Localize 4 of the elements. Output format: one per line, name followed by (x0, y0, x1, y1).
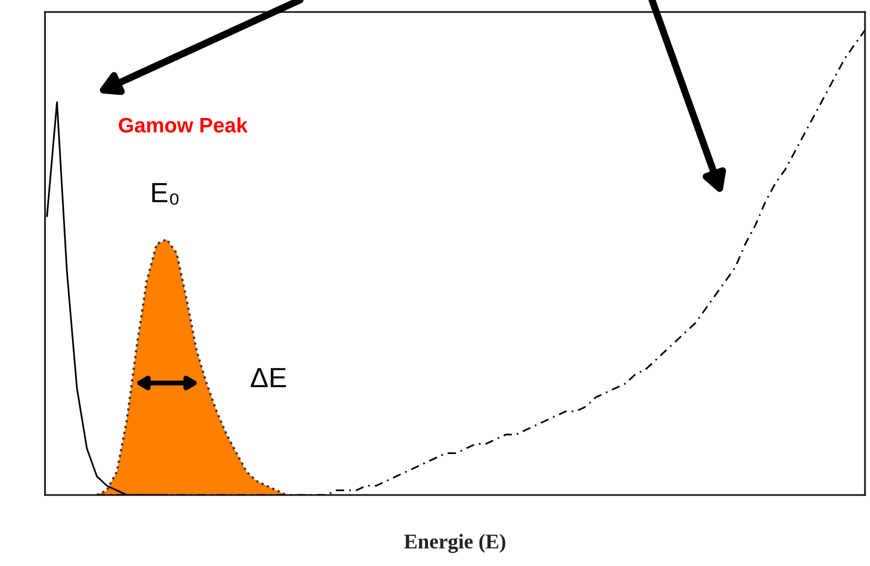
annotation: ΔE (250, 368, 286, 388)
annotation: E₀ (152, 183, 179, 205)
annotation: Gamow Peak (118, 117, 248, 133)
x-axis-title: Energie (E) (404, 534, 506, 553)
